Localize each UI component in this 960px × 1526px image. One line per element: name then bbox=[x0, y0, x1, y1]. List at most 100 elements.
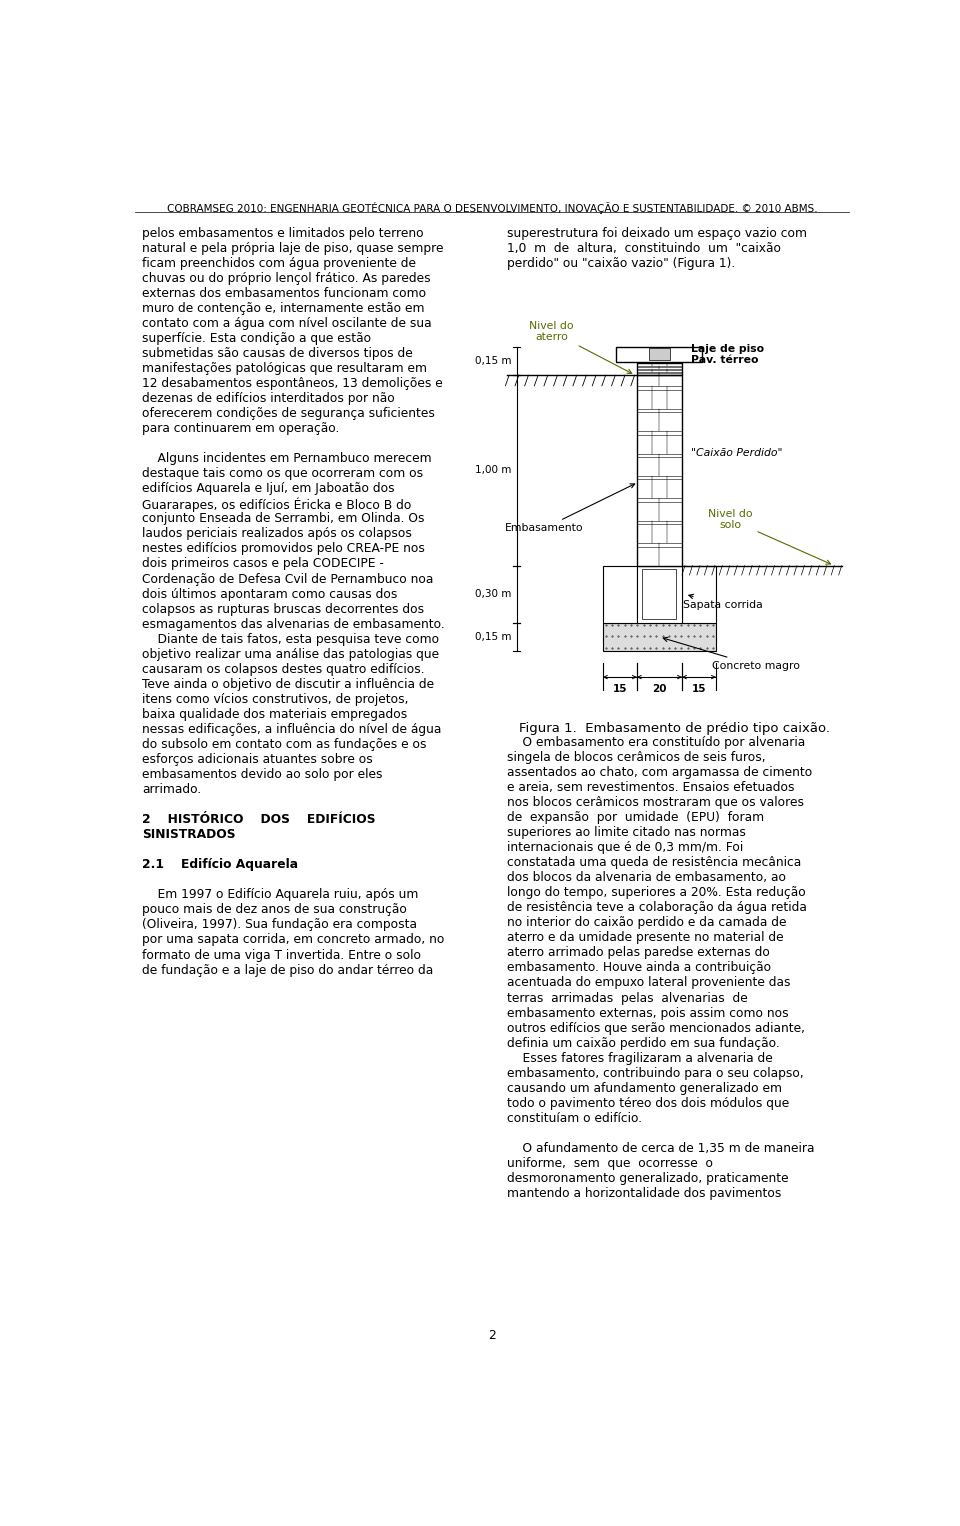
Text: aterro arrimado pelas paredse externas do: aterro arrimado pelas paredse externas d… bbox=[507, 946, 770, 960]
Text: oferecerem condições de segurança suficientes: oferecerem condições de segurança sufici… bbox=[142, 407, 435, 420]
Text: arrimado.: arrimado. bbox=[142, 783, 202, 797]
Text: 0,15 m: 0,15 m bbox=[475, 632, 512, 642]
Bar bbox=[636, 479, 682, 499]
Text: Alguns incidentes em Pernambuco merecem: Alguns incidentes em Pernambuco merecem bbox=[142, 452, 432, 465]
Text: causaram os colapsos destes quatro edifícios.: causaram os colapsos destes quatro edifí… bbox=[142, 662, 425, 676]
Text: perdido" ou "caixão vazio" (Figura 1).: perdido" ou "caixão vazio" (Figura 1). bbox=[507, 256, 735, 270]
Bar bbox=[636, 389, 682, 409]
Text: dezenas de edifícios interditados por não: dezenas de edifícios interditados por nã… bbox=[142, 392, 396, 404]
Bar bbox=[636, 369, 682, 372]
Text: desmoronamento generalizado, praticamente: desmoronamento generalizado, praticament… bbox=[507, 1172, 788, 1186]
Bar bbox=[636, 375, 682, 386]
Text: pelos embasamentos e limitados pelo terreno: pelos embasamentos e limitados pelo terr… bbox=[142, 226, 424, 240]
Text: nessas edificações, a influência do nível de água: nessas edificações, a influência do níve… bbox=[142, 723, 442, 736]
Bar bbox=[642, 569, 677, 620]
Text: laudos periciais realizados após os colapsos: laudos periciais realizados após os cola… bbox=[142, 528, 412, 540]
Text: superfície. Esta condição a que estão: superfície. Esta condição a que estão bbox=[142, 331, 372, 345]
Text: objetivo realizar uma análise das patologias que: objetivo realizar uma análise das patolo… bbox=[142, 647, 440, 661]
Text: pouco mais de dez anos de sua construção: pouco mais de dez anos de sua construção bbox=[142, 903, 407, 917]
Text: edifícios Aquarela e Ijuí, em Jaboatão dos: edifícios Aquarela e Ijuí, em Jaboatão d… bbox=[142, 482, 395, 496]
Text: uniforme,  sem  que  ocorresse  o: uniforme, sem que ocorresse o bbox=[507, 1157, 713, 1170]
Bar bbox=[636, 502, 682, 520]
Text: Cordenação de Defesa Cvil de Pernambuco noa: Cordenação de Defesa Cvil de Pernambuco … bbox=[142, 572, 434, 586]
Text: dos blocos da alvenaria de embasamento, ao: dos blocos da alvenaria de embasamento, … bbox=[507, 871, 786, 884]
Bar bbox=[636, 375, 682, 566]
Text: 12 desabamentos espontâneos, 13 demolições e: 12 desabamentos espontâneos, 13 demoliçõ… bbox=[142, 377, 444, 391]
Text: embasamento externas, pois assim como nos: embasamento externas, pois assim como no… bbox=[507, 1007, 788, 1019]
Text: ficam preenchidos com água proveniente de: ficam preenchidos com água proveniente d… bbox=[142, 256, 417, 270]
Text: de fundação e a laje de piso do andar térreo da: de fundação e a laje de piso do andar té… bbox=[142, 963, 434, 977]
Text: dois primeiros casos e pela CODECIPE -: dois primeiros casos e pela CODECIPE - bbox=[142, 557, 384, 571]
Text: definia um caixão perdido em sua fundação.: definia um caixão perdido em sua fundaçã… bbox=[507, 1036, 780, 1050]
Text: 0,30 m: 0,30 m bbox=[475, 589, 512, 600]
Text: no interior do caixão perdido e da camada de: no interior do caixão perdido e da camad… bbox=[507, 916, 786, 929]
Text: Teve ainda o objetivo de discutir a influência de: Teve ainda o objetivo de discutir a infl… bbox=[142, 678, 435, 691]
Text: baixa qualidade dos materiais empregados: baixa qualidade dos materiais empregados bbox=[142, 708, 408, 720]
Text: 0,15 m: 0,15 m bbox=[475, 356, 512, 366]
Text: O afundamento de cerca de 1,35 m de maneira: O afundamento de cerca de 1,35 m de mane… bbox=[507, 1141, 814, 1155]
Text: externas dos embasamentos funcionam como: externas dos embasamentos funcionam como bbox=[142, 287, 426, 299]
Text: de resistência teve a colaboração da água retida: de resistência teve a colaboração da águ… bbox=[507, 902, 806, 914]
Text: e areia, sem revestimentos. Ensaios efetuados: e areia, sem revestimentos. Ensaios efet… bbox=[507, 781, 794, 794]
Text: 1,00 m: 1,00 m bbox=[475, 465, 512, 476]
Bar bbox=[649, 348, 669, 360]
Text: esforços adicionais atuantes sobre os: esforços adicionais atuantes sobre os bbox=[142, 752, 373, 766]
Bar bbox=[636, 412, 682, 432]
Text: embasamento. Houve ainda a contribuição: embasamento. Houve ainda a contribuição bbox=[507, 961, 771, 975]
Text: outros edifícios que serão mencionados adiante,: outros edifícios que serão mencionados a… bbox=[507, 1021, 804, 1035]
Bar bbox=[636, 366, 682, 369]
Bar bbox=[636, 435, 682, 453]
Text: Sapata corrida: Sapata corrida bbox=[683, 594, 763, 610]
Text: Concreto magro: Concreto magro bbox=[663, 638, 800, 670]
Text: causando um afundamento generalizado em: causando um afundamento generalizado em bbox=[507, 1082, 781, 1094]
Text: embasamento, contribuindo para o seu colapso,: embasamento, contribuindo para o seu col… bbox=[507, 1067, 804, 1080]
Text: Guararapes, os edifícios Éricka e Bloco B do: Guararapes, os edifícios Éricka e Bloco … bbox=[142, 497, 412, 511]
Text: nestes edifícios promovidos pelo CREA-PE nos: nestes edifícios promovidos pelo CREA-PE… bbox=[142, 542, 425, 555]
Text: mantendo a horizontalidade dos pavimentos: mantendo a horizontalidade dos pavimento… bbox=[507, 1187, 781, 1199]
Text: Laje de piso
Pav. térreo: Laje de piso Pav. térreo bbox=[691, 343, 764, 365]
Text: esmagamentos das alvenarias de embasamento.: esmagamentos das alvenarias de embasamen… bbox=[142, 618, 445, 630]
Text: nos blocos cerâmicos mostraram que os valores: nos blocos cerâmicos mostraram que os va… bbox=[507, 797, 804, 809]
Bar bbox=[616, 346, 703, 362]
Text: do subsolo em contato com as fundações e os: do subsolo em contato com as fundações e… bbox=[142, 739, 427, 751]
Text: todo o pavimento téreo dos dois módulos que: todo o pavimento téreo dos dois módulos … bbox=[507, 1097, 789, 1109]
Text: para continuarem em operação.: para continuarem em operação. bbox=[142, 423, 340, 435]
Text: por uma sapata corrida, em concreto armado, no: por uma sapata corrida, em concreto arma… bbox=[142, 934, 444, 946]
Text: colapsos as rupturas bruscas decorrentes dos: colapsos as rupturas bruscas decorrentes… bbox=[142, 603, 424, 615]
Text: constituíam o edifício.: constituíam o edifício. bbox=[507, 1112, 642, 1125]
Text: SINISTRADOS: SINISTRADOS bbox=[142, 829, 236, 841]
Text: assentados ao chato, com argamassa de cimento: assentados ao chato, com argamassa de ci… bbox=[507, 766, 812, 778]
Text: dois últimos apontaram como causas dos: dois últimos apontaram como causas dos bbox=[142, 588, 397, 601]
Text: aterro e da umidade presente no material de: aterro e da umidade presente no material… bbox=[507, 931, 783, 945]
Text: COBRAMSEG 2010: ENGENHARIA GEOTÉCNICA PARA O DESENVOLVIMENTO, INOVAÇÃO E SUSTENT: COBRAMSEG 2010: ENGENHARIA GEOTÉCNICA PA… bbox=[167, 201, 817, 214]
Bar bbox=[636, 372, 682, 375]
Text: "Caixão Perdido": "Caixão Perdido" bbox=[691, 447, 782, 458]
Bar bbox=[636, 523, 682, 543]
Text: internacionais que é de 0,3 mm/m. Foi: internacionais que é de 0,3 mm/m. Foi bbox=[507, 841, 743, 855]
Text: 2    HISTÓRICO    DOS    EDIFÍCIOS: 2 HISTÓRICO DOS EDIFÍCIOS bbox=[142, 813, 375, 826]
Text: manifestações patológicas que resultaram em: manifestações patológicas que resultaram… bbox=[142, 362, 427, 375]
Text: singela de blocos cerâmicos de seis furos,: singela de blocos cerâmicos de seis furo… bbox=[507, 751, 765, 765]
Text: conjunto Enseada de Serrambi, em Olinda. Os: conjunto Enseada de Serrambi, em Olinda.… bbox=[142, 513, 425, 525]
Text: muro de contenção e, internamente estão em: muro de contenção e, internamente estão … bbox=[142, 302, 425, 314]
Text: natural e pela própria laje de piso, quase sempre: natural e pela própria laje de piso, qua… bbox=[142, 241, 444, 255]
Text: superestrutura foi deixado um espaço vazio com: superestrutura foi deixado um espaço vaz… bbox=[507, 226, 806, 240]
Bar bbox=[636, 363, 682, 366]
Bar bbox=[682, 566, 716, 623]
Text: submetidas são causas de diversos tipos de: submetidas são causas de diversos tipos … bbox=[142, 346, 413, 360]
Text: longo do tempo, superiores a 20%. Esta redução: longo do tempo, superiores a 20%. Esta r… bbox=[507, 887, 805, 899]
Text: de  expansão  por  umidade  (EPU)  foram: de expansão por umidade (EPU) foram bbox=[507, 810, 764, 824]
Text: chuvas ou do próprio lençol frático. As paredes: chuvas ou do próprio lençol frático. As … bbox=[142, 272, 431, 285]
Text: 15: 15 bbox=[612, 684, 627, 694]
Text: 1,0  m  de  altura,  constituindo  um  "caixão: 1,0 m de altura, constituindo um "caixão bbox=[507, 241, 780, 255]
Text: embasamentos devido ao solo por eles: embasamentos devido ao solo por eles bbox=[142, 768, 383, 781]
Text: Em 1997 o Edifício Aquarela ruiu, após um: Em 1997 o Edifício Aquarela ruiu, após u… bbox=[142, 888, 419, 902]
Text: constatada uma queda de resistência mecânica: constatada uma queda de resistência mecâ… bbox=[507, 856, 802, 870]
Text: contato com a água com nível oscilante de sua: contato com a água com nível oscilante d… bbox=[142, 317, 432, 330]
Text: Nivel do
solo: Nivel do solo bbox=[708, 508, 830, 565]
Text: itens como vícios construtivos, de projetos,: itens como vícios construtivos, de proje… bbox=[142, 693, 409, 707]
Text: Nivel do
aterro: Nivel do aterro bbox=[529, 320, 632, 374]
Text: destaque tais como os que ocorreram com os: destaque tais como os que ocorreram com … bbox=[142, 467, 423, 481]
Text: 15: 15 bbox=[691, 684, 707, 694]
Text: Esses fatores fragilizaram a alvenaria de: Esses fatores fragilizaram a alvenaria d… bbox=[507, 1051, 773, 1065]
